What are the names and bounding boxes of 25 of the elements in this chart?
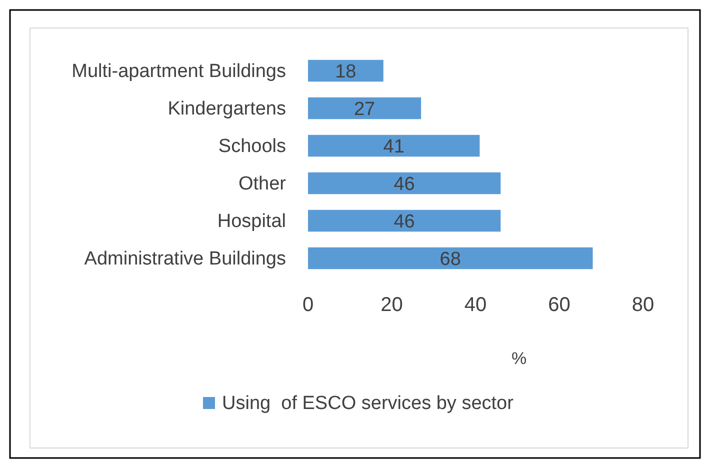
x-tick-label: 20 (380, 294, 403, 316)
bar (308, 134, 480, 157)
data-label: 68 (440, 249, 461, 270)
bar (308, 97, 422, 120)
data-label: 41 (383, 136, 404, 158)
x-tick-label: 40 (464, 294, 487, 316)
y-tick-label: Other (238, 173, 287, 194)
x-axis-title: % (511, 349, 527, 368)
x-tick-label: 80 (632, 294, 654, 316)
data-label: 46 (394, 174, 415, 196)
y-tick-label: Multi-apartment Buildings (72, 60, 286, 82)
legend-label: Using of ESCO services by sector (222, 393, 514, 414)
data-label: 18 (335, 62, 356, 83)
data-label: 27 (354, 99, 376, 120)
y-tick-label: Hospital (217, 210, 286, 232)
bar (308, 60, 384, 82)
x-tick-label: 0 (302, 294, 314, 316)
bar (308, 172, 501, 194)
bar (308, 247, 593, 270)
bar (308, 210, 501, 232)
x-tick-label: 60 (548, 294, 570, 316)
data-label: 46 (394, 212, 415, 233)
y-tick-label: Kindergartens (168, 98, 286, 120)
y-tick-label: Administrative Buildings (84, 248, 286, 270)
y-tick-label: Schools (218, 136, 286, 157)
